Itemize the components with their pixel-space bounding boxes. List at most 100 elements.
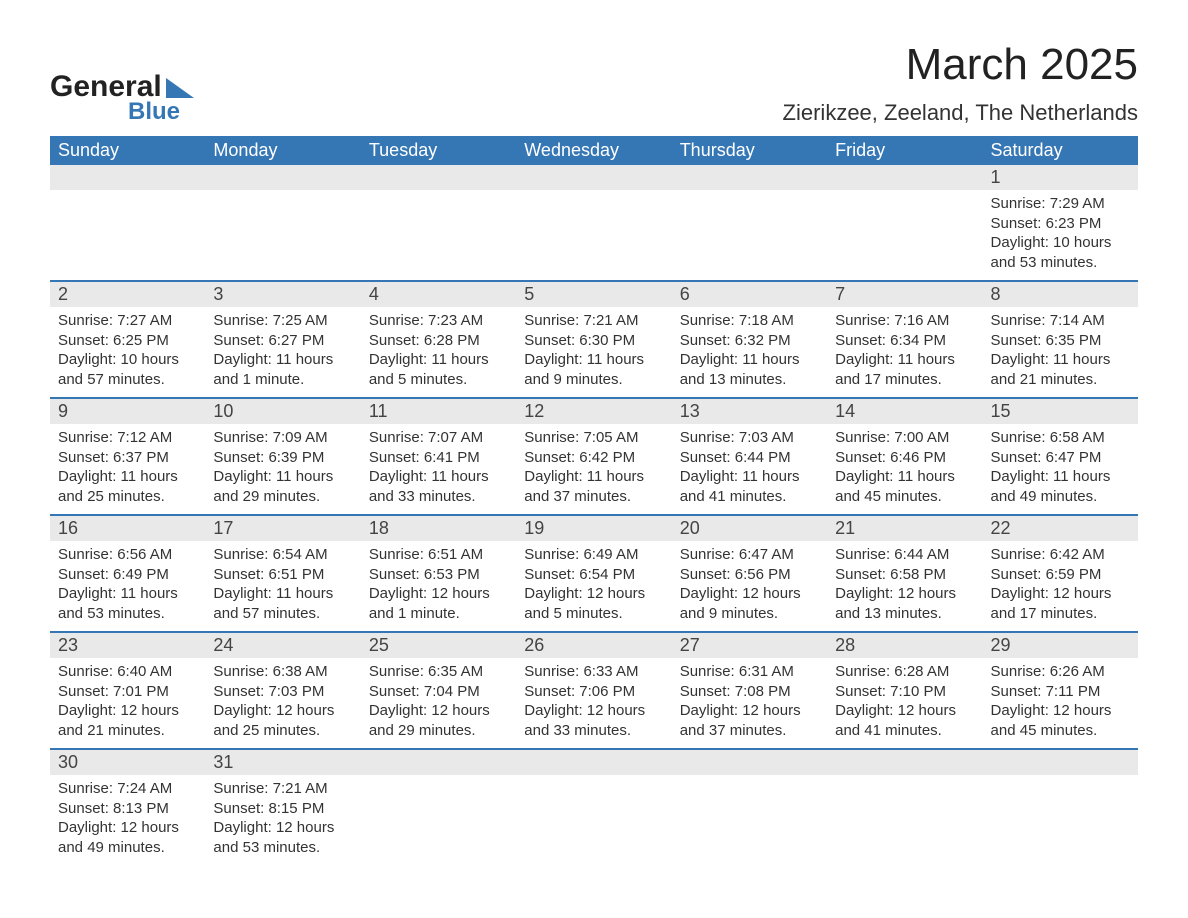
sunrise-text: Sunrise: 7:12 AM bbox=[58, 428, 197, 448]
day-detail-cell: Sunrise: 7:21 AMSunset: 6:30 PMDaylight:… bbox=[516, 307, 671, 398]
detail-row: Sunrise: 6:56 AMSunset: 6:49 PMDaylight:… bbox=[50, 541, 1138, 632]
sunrise-text: Sunrise: 7:16 AM bbox=[835, 311, 974, 331]
daylight-text: Daylight: 11 hours and 5 minutes. bbox=[369, 350, 508, 389]
sunrise-text: Sunrise: 6:42 AM bbox=[991, 545, 1130, 565]
detail-row: Sunrise: 7:27 AMSunset: 6:25 PMDaylight:… bbox=[50, 307, 1138, 398]
day-number-cell bbox=[361, 749, 516, 775]
sunset-text: Sunset: 7:10 PM bbox=[835, 682, 974, 702]
daylight-text: Daylight: 11 hours and 1 minute. bbox=[213, 350, 352, 389]
day-number-cell: 17 bbox=[205, 515, 360, 541]
weekday-header: Tuesday bbox=[361, 136, 516, 165]
sunrise-text: Sunrise: 7:03 AM bbox=[680, 428, 819, 448]
sunset-text: Sunset: 6:47 PM bbox=[991, 448, 1130, 468]
sunset-text: Sunset: 6:56 PM bbox=[680, 565, 819, 585]
day-detail-cell: Sunrise: 7:25 AMSunset: 6:27 PMDaylight:… bbox=[205, 307, 360, 398]
weekday-header-row: Sunday Monday Tuesday Wednesday Thursday… bbox=[50, 136, 1138, 165]
daylight-text: Daylight: 12 hours and 5 minutes. bbox=[524, 584, 663, 623]
sunrise-text: Sunrise: 7:09 AM bbox=[213, 428, 352, 448]
day-number-cell: 3 bbox=[205, 281, 360, 307]
weekday-header: Thursday bbox=[672, 136, 827, 165]
sunset-text: Sunset: 7:01 PM bbox=[58, 682, 197, 702]
daylight-text: Daylight: 12 hours and 45 minutes. bbox=[991, 701, 1130, 740]
sunrise-text: Sunrise: 7:00 AM bbox=[835, 428, 974, 448]
day-detail-cell: Sunrise: 7:05 AMSunset: 6:42 PMDaylight:… bbox=[516, 424, 671, 515]
day-number-cell: 10 bbox=[205, 398, 360, 424]
sunset-text: Sunset: 6:30 PM bbox=[524, 331, 663, 351]
day-detail-cell bbox=[516, 190, 671, 281]
day-detail-cell: Sunrise: 7:27 AMSunset: 6:25 PMDaylight:… bbox=[50, 307, 205, 398]
day-number-cell bbox=[361, 165, 516, 190]
day-number-cell: 25 bbox=[361, 632, 516, 658]
daylight-text: Daylight: 11 hours and 57 minutes. bbox=[213, 584, 352, 623]
day-detail-cell bbox=[827, 775, 982, 865]
day-number-cell: 23 bbox=[50, 632, 205, 658]
daylight-text: Daylight: 11 hours and 25 minutes. bbox=[58, 467, 197, 506]
day-detail-cell: Sunrise: 6:54 AMSunset: 6:51 PMDaylight:… bbox=[205, 541, 360, 632]
header: General Blue March 2025 Zierikzee, Zeela… bbox=[50, 40, 1138, 126]
daylight-text: Daylight: 12 hours and 29 minutes. bbox=[369, 701, 508, 740]
day-number-cell: 4 bbox=[361, 281, 516, 307]
day-detail-cell: Sunrise: 6:47 AMSunset: 6:56 PMDaylight:… bbox=[672, 541, 827, 632]
day-number-cell: 21 bbox=[827, 515, 982, 541]
day-number-cell: 18 bbox=[361, 515, 516, 541]
detail-row: Sunrise: 7:24 AMSunset: 8:13 PMDaylight:… bbox=[50, 775, 1138, 865]
sunrise-text: Sunrise: 7:23 AM bbox=[369, 311, 508, 331]
day-detail-cell: Sunrise: 6:51 AMSunset: 6:53 PMDaylight:… bbox=[361, 541, 516, 632]
daylight-text: Daylight: 11 hours and 45 minutes. bbox=[835, 467, 974, 506]
sunset-text: Sunset: 6:28 PM bbox=[369, 331, 508, 351]
sunset-text: Sunset: 6:42 PM bbox=[524, 448, 663, 468]
daynum-row: 9101112131415 bbox=[50, 398, 1138, 424]
day-detail-cell bbox=[50, 190, 205, 281]
sunrise-text: Sunrise: 7:29 AM bbox=[991, 194, 1130, 214]
daylight-text: Daylight: 12 hours and 25 minutes. bbox=[213, 701, 352, 740]
daylight-text: Daylight: 12 hours and 13 minutes. bbox=[835, 584, 974, 623]
sunset-text: Sunset: 6:54 PM bbox=[524, 565, 663, 585]
sunrise-text: Sunrise: 7:27 AM bbox=[58, 311, 197, 331]
day-number-cell: 5 bbox=[516, 281, 671, 307]
sunset-text: Sunset: 6:49 PM bbox=[58, 565, 197, 585]
sunset-text: Sunset: 7:06 PM bbox=[524, 682, 663, 702]
sunrise-text: Sunrise: 7:07 AM bbox=[369, 428, 508, 448]
sunrise-text: Sunrise: 6:47 AM bbox=[680, 545, 819, 565]
day-number-cell: 12 bbox=[516, 398, 671, 424]
day-detail-cell bbox=[672, 775, 827, 865]
daylight-text: Daylight: 11 hours and 49 minutes. bbox=[991, 467, 1130, 506]
day-number-cell: 9 bbox=[50, 398, 205, 424]
daylight-text: Daylight: 11 hours and 9 minutes. bbox=[524, 350, 663, 389]
logo: General Blue bbox=[50, 40, 194, 126]
daynum-row: 2345678 bbox=[50, 281, 1138, 307]
day-number-cell bbox=[672, 749, 827, 775]
day-detail-cell bbox=[361, 190, 516, 281]
sunrise-text: Sunrise: 7:21 AM bbox=[524, 311, 663, 331]
daynum-row: 16171819202122 bbox=[50, 515, 1138, 541]
day-detail-cell bbox=[205, 190, 360, 281]
sunrise-text: Sunrise: 7:18 AM bbox=[680, 311, 819, 331]
daylight-text: Daylight: 11 hours and 41 minutes. bbox=[680, 467, 819, 506]
daynum-row: 1 bbox=[50, 165, 1138, 190]
day-detail-cell: Sunrise: 6:38 AMSunset: 7:03 PMDaylight:… bbox=[205, 658, 360, 749]
sunset-text: Sunset: 6:23 PM bbox=[991, 214, 1130, 234]
day-detail-cell: Sunrise: 7:03 AMSunset: 6:44 PMDaylight:… bbox=[672, 424, 827, 515]
day-number-cell: 14 bbox=[827, 398, 982, 424]
day-detail-cell bbox=[827, 190, 982, 281]
day-detail-cell: Sunrise: 7:00 AMSunset: 6:46 PMDaylight:… bbox=[827, 424, 982, 515]
day-number-cell: 16 bbox=[50, 515, 205, 541]
sunrise-text: Sunrise: 6:51 AM bbox=[369, 545, 508, 565]
sunset-text: Sunset: 8:13 PM bbox=[58, 799, 197, 819]
sunset-text: Sunset: 6:58 PM bbox=[835, 565, 974, 585]
day-detail-cell: Sunrise: 7:23 AMSunset: 6:28 PMDaylight:… bbox=[361, 307, 516, 398]
day-detail-cell: Sunrise: 6:44 AMSunset: 6:58 PMDaylight:… bbox=[827, 541, 982, 632]
day-number-cell: 29 bbox=[983, 632, 1138, 658]
day-number-cell: 1 bbox=[983, 165, 1138, 190]
day-number-cell bbox=[827, 165, 982, 190]
daynum-row: 23242526272829 bbox=[50, 632, 1138, 658]
sunrise-text: Sunrise: 6:54 AM bbox=[213, 545, 352, 565]
weekday-header: Friday bbox=[827, 136, 982, 165]
sunset-text: Sunset: 6:27 PM bbox=[213, 331, 352, 351]
daylight-text: Daylight: 12 hours and 53 minutes. bbox=[213, 818, 352, 857]
day-detail-cell: Sunrise: 6:58 AMSunset: 6:47 PMDaylight:… bbox=[983, 424, 1138, 515]
day-detail-cell: Sunrise: 7:18 AMSunset: 6:32 PMDaylight:… bbox=[672, 307, 827, 398]
day-detail-cell: Sunrise: 7:14 AMSunset: 6:35 PMDaylight:… bbox=[983, 307, 1138, 398]
sunrise-text: Sunrise: 6:28 AM bbox=[835, 662, 974, 682]
sunrise-text: Sunrise: 6:26 AM bbox=[991, 662, 1130, 682]
